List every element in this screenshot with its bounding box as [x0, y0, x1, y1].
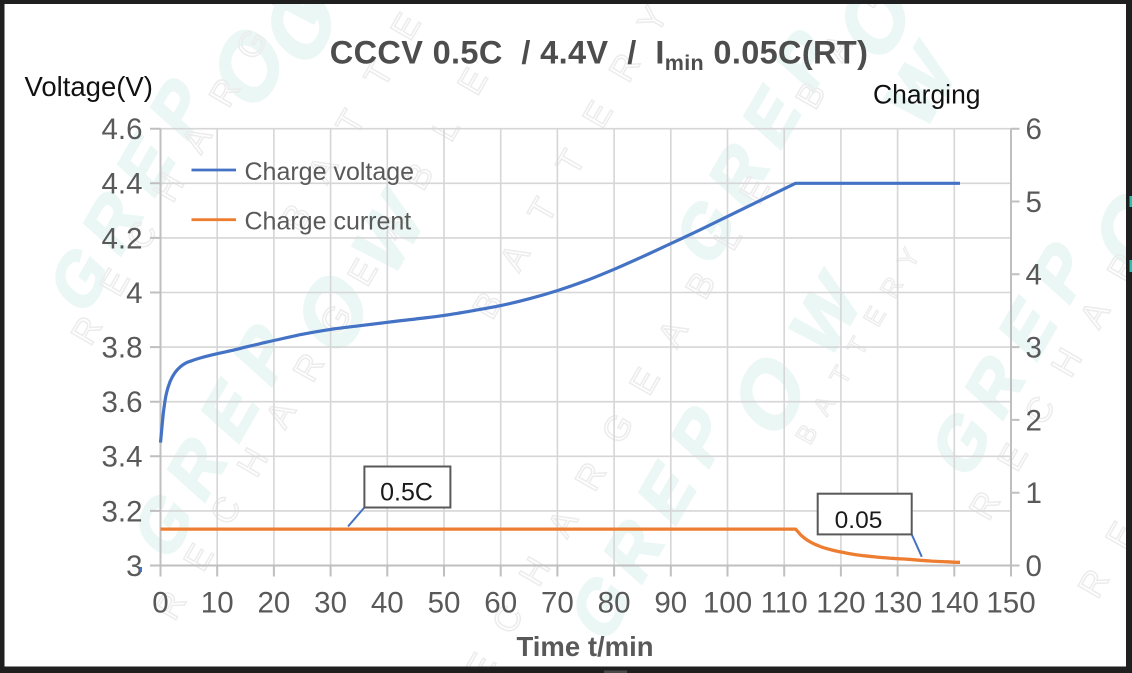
svg-text:5: 5 [1026, 186, 1042, 219]
svg-text:110: 110 [761, 587, 808, 620]
svg-text:0.5C: 0.5C [380, 479, 433, 507]
svg-text:Charging: Charging [873, 79, 981, 109]
svg-text:2: 2 [1026, 404, 1042, 437]
svg-text:130: 130 [873, 587, 922, 620]
svg-text:Time t/min: Time t/min [516, 631, 653, 662]
svg-text:3: 3 [126, 550, 142, 583]
svg-text:140: 140 [930, 587, 979, 620]
svg-text:50: 50 [428, 587, 461, 620]
svg-text:120: 120 [816, 587, 865, 620]
svg-text:10: 10 [201, 587, 234, 620]
svg-text:0.05: 0.05 [835, 507, 883, 534]
svg-text:CCCV 0.5C / 4.4V / Imin 0.0: CCCV 0.5C / 4.4V / Imin 0.05C(RT) [330, 35, 869, 76]
svg-text:Charge current: Charge current [245, 208, 412, 236]
svg-text:4.4: 4.4 [101, 168, 142, 201]
svg-text:70: 70 [541, 587, 574, 620]
svg-text:4.2: 4.2 [101, 222, 142, 255]
svg-text:3.2: 3.2 [101, 495, 142, 528]
svg-text:20: 20 [257, 587, 290, 620]
svg-text:4: 4 [1026, 259, 1042, 292]
svg-text:0: 0 [152, 587, 168, 620]
svg-text:90: 90 [654, 587, 687, 620]
svg-text:60: 60 [484, 587, 517, 620]
svg-text:100: 100 [703, 587, 752, 620]
svg-text:Charge voltage: Charge voltage [245, 158, 415, 186]
svg-text:1: 1 [1026, 477, 1042, 510]
svg-text:4.6: 4.6 [101, 113, 142, 146]
svg-text:3.6: 3.6 [101, 386, 142, 419]
svg-text:3.8: 3.8 [101, 332, 142, 365]
svg-text:30: 30 [314, 587, 347, 620]
svg-text:3.4: 3.4 [101, 441, 142, 474]
svg-text:0: 0 [1026, 550, 1042, 583]
svg-text:150: 150 [986, 587, 1035, 620]
svg-text:Voltage(V): Voltage(V) [25, 71, 153, 102]
svg-text:6: 6 [1026, 113, 1042, 146]
svg-text:3: 3 [1026, 332, 1042, 365]
svg-text:80: 80 [598, 587, 631, 620]
svg-text:40: 40 [371, 587, 404, 620]
svg-text:4: 4 [126, 277, 142, 310]
